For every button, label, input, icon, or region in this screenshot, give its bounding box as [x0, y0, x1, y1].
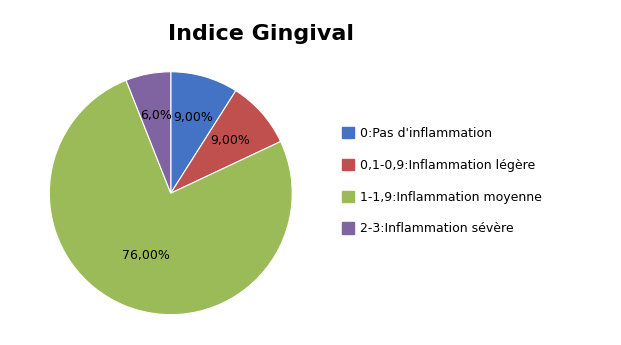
- Text: Indice Gingival: Indice Gingival: [168, 24, 354, 44]
- Text: 9,00%: 9,00%: [210, 135, 250, 148]
- Text: 6,0%: 6,0%: [140, 109, 172, 122]
- Wedge shape: [126, 72, 171, 193]
- Text: 9,00%: 9,00%: [173, 111, 213, 124]
- Text: 76,00%: 76,00%: [122, 249, 170, 262]
- Wedge shape: [171, 91, 281, 193]
- Wedge shape: [49, 80, 292, 315]
- Wedge shape: [171, 72, 236, 193]
- Legend: 0:Pas d'inflammation, 0,1-0,9:Inflammation légère, 1-1,9:Inflammation moyenne, 2: 0:Pas d'inflammation, 0,1-0,9:Inflammati…: [342, 127, 542, 235]
